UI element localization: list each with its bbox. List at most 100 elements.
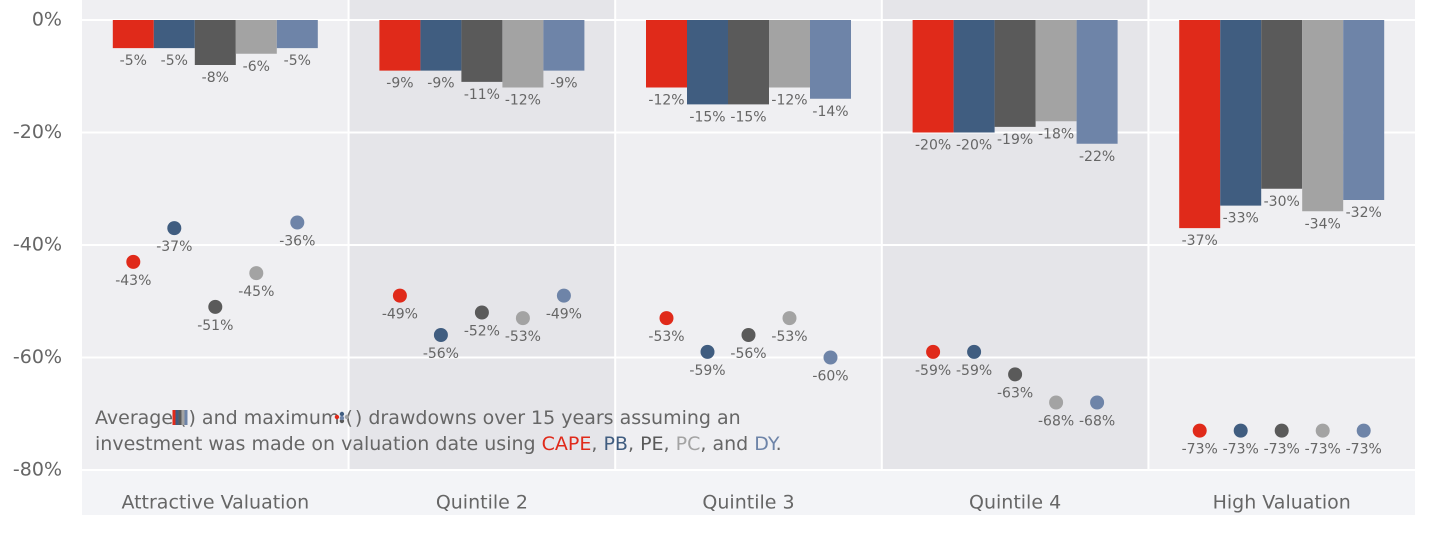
bar	[1220, 20, 1262, 206]
annotation-text: ) and maximum (	[188, 407, 352, 429]
bar-label: -5%	[284, 53, 311, 69]
bar-label: -19%	[997, 132, 1033, 148]
bar-label: -6%	[243, 59, 270, 75]
x-tick-label: Quintile 3	[702, 492, 794, 514]
bar-label: -9%	[386, 76, 413, 92]
max-dot	[515, 311, 530, 326]
dot-label: -59%	[915, 363, 951, 379]
bar-label: -14%	[812, 104, 848, 120]
bar-label: -20%	[956, 138, 992, 154]
max-dot	[659, 311, 674, 326]
bar-label: -37%	[1182, 233, 1218, 249]
bar-label: -9%	[427, 76, 454, 92]
series-name: PE	[640, 433, 663, 455]
bar-label: -5%	[161, 53, 188, 69]
bar-label: -5%	[120, 53, 147, 69]
bar	[502, 20, 544, 88]
bar	[687, 20, 728, 105]
max-dot	[1008, 367, 1023, 382]
bar-label: -32%	[1346, 205, 1382, 221]
bar-label: -18%	[1038, 126, 1074, 142]
bar	[1076, 20, 1118, 144]
dot-label: -53%	[771, 329, 807, 345]
bar-label: -12%	[505, 93, 541, 109]
annotation-text: ,	[628, 433, 640, 455]
max-dot	[782, 311, 797, 326]
bar	[1343, 20, 1385, 200]
dot-label: -68%	[1079, 414, 1115, 430]
bar	[235, 20, 277, 54]
annotation-text: investment was made on valuation date us…	[95, 433, 542, 455]
bar	[912, 20, 954, 133]
bar-label: -15%	[689, 109, 725, 125]
bar	[420, 20, 462, 71]
dot-label: -73%	[1264, 442, 1300, 458]
max-dot	[1192, 423, 1207, 438]
max-dot	[167, 221, 182, 236]
max-dot	[1274, 423, 1289, 438]
bar-label: -9%	[550, 76, 577, 92]
icon-bar	[175, 410, 179, 425]
dot-label: -60%	[812, 369, 848, 385]
y-tick-label: 0%	[32, 9, 62, 31]
icon-dot	[344, 414, 350, 420]
series-name: DY	[754, 433, 780, 455]
annotation-text: ) drawdowns over 15 years assuming an	[355, 407, 741, 429]
bar	[543, 20, 585, 71]
axis-band	[82, 470, 1415, 515]
annotation-text: , and	[700, 433, 754, 455]
bar	[194, 20, 236, 65]
bar-label: -33%	[1223, 211, 1259, 227]
bar	[994, 20, 1036, 127]
max-dot	[967, 344, 982, 359]
bar	[953, 20, 995, 133]
band-background	[82, 0, 349, 470]
bar-label: -15%	[730, 109, 766, 125]
dot-label: -68%	[1038, 414, 1074, 430]
icon-bar	[184, 410, 188, 425]
bar	[112, 20, 154, 49]
series-name: PB	[603, 433, 628, 455]
bar	[379, 20, 421, 71]
bar-label: -11%	[464, 87, 500, 103]
annotation: Average () and maximum () drawdowns over…	[95, 407, 741, 429]
max-dot	[249, 266, 264, 281]
bar	[728, 20, 769, 105]
bar-label: -12%	[648, 93, 684, 109]
bar-label: -8%	[202, 70, 229, 86]
dot-label: -73%	[1305, 442, 1341, 458]
bar	[153, 20, 195, 49]
dot-label: -73%	[1182, 442, 1218, 458]
dot-label: -52%	[464, 324, 500, 340]
dot-label: -59%	[956, 363, 992, 379]
x-tick-label: High Valuation	[1213, 492, 1351, 514]
icon-bar	[172, 410, 176, 425]
annotation-text: ,	[591, 433, 603, 455]
y-tick-label: -60%	[13, 346, 62, 368]
dot-label: -63%	[997, 385, 1033, 401]
max-dot	[1090, 395, 1105, 410]
max-dot	[1315, 423, 1330, 438]
max-dot	[392, 288, 407, 303]
dot-label: -56%	[423, 346, 459, 362]
max-dot	[1356, 423, 1371, 438]
dot-label: -49%	[546, 307, 582, 323]
icon-bar	[178, 410, 182, 425]
bar-label: -34%	[1305, 216, 1341, 232]
bar-label: -12%	[771, 93, 807, 109]
bar-label: -20%	[915, 138, 951, 154]
bar	[461, 20, 503, 82]
dot-label: -53%	[648, 329, 684, 345]
icon-dot	[339, 411, 345, 417]
max-dot	[926, 344, 941, 359]
x-tick-label: Quintile 2	[436, 492, 528, 514]
dot-label: -49%	[382, 307, 418, 323]
icon-dot	[339, 415, 345, 421]
dot-label: -73%	[1223, 442, 1259, 458]
dot-label: -51%	[197, 318, 233, 334]
bar	[769, 20, 810, 88]
max-dot	[433, 328, 448, 342]
bar-label: -22%	[1079, 149, 1115, 165]
dot-label: -43%	[115, 273, 151, 289]
